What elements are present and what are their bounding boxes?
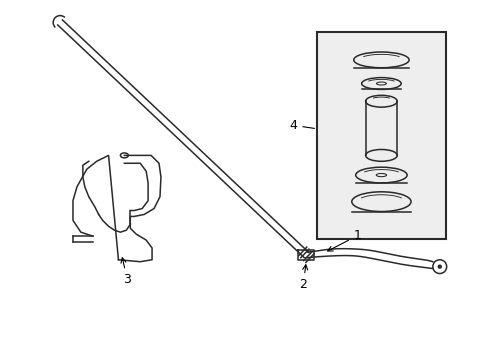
Text: 4: 4 — [289, 119, 314, 132]
Text: 3: 3 — [121, 258, 131, 286]
Text: 1: 1 — [327, 229, 361, 251]
Circle shape — [437, 265, 440, 268]
Text: 2: 2 — [299, 265, 307, 291]
Bar — [317, 32, 445, 239]
